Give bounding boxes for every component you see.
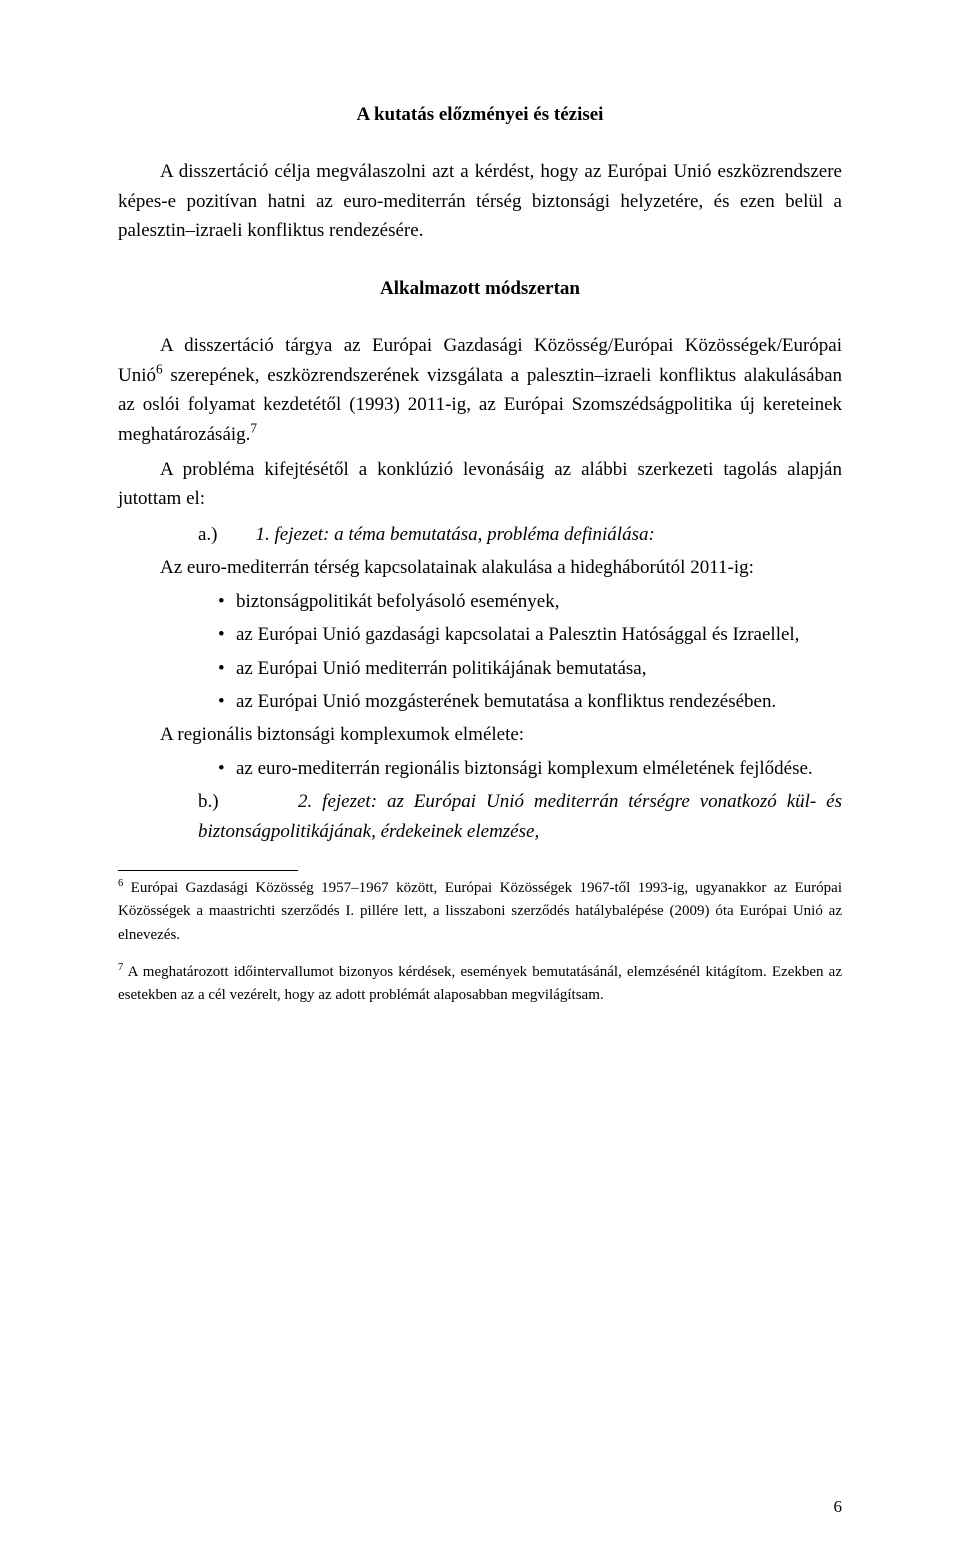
footnote-6: 6 Európai Gazdasági Közösség 1957–1967 k… [118,877,842,947]
footnote-7-text: A meghatározott időintervallumot bizonyo… [118,964,842,1003]
footnote-6-text: Európai Gazdasági Közösség 1957–1967 köz… [118,880,842,943]
paragraph-method-2: A probléma kifejtésétől a konklúzió levo… [118,455,842,514]
footnote-ref-7: 7 [250,420,257,435]
footnote-7: 7 A meghatározott időintervallumot bizon… [118,961,842,1008]
item-b-label: b.) [198,791,219,812]
paragraph-method-1: A disszertáció tárgya az Európai Gazdasá… [118,331,842,449]
page-number: 6 [834,1494,843,1520]
bullet-item: az Európai Unió gazdasági kapcsolatai a … [218,620,842,649]
item-a-label: a.) [198,524,218,545]
section-heading-1: A kutatás előzményei és tézisei [118,100,842,129]
paragraph-intro: A disszertáció célja megválaszolni azt a… [118,157,842,245]
text-run: szerepének, eszközrendszerének vizsgálat… [118,365,842,445]
item-a-title: 1. fejezet: a téma bemutatása, probléma … [256,524,655,545]
bullet-list-a2: az euro-mediterrán regionális biztonsági… [118,754,842,783]
item-a: a.) 1. fejezet: a téma bemutatása, probl… [118,520,842,549]
bullet-item: az euro-mediterrán regionális biztonsági… [218,754,842,783]
bullet-item: az Európai Unió mediterrán politikájának… [218,654,842,683]
bullet-item: biztonságpolitikát befolyásoló események… [218,587,842,616]
item-a-intro: Az euro-mediterrán térség kapcsolatainak… [118,553,842,582]
document-page: A kutatás előzményei és tézisei A dissze… [0,0,960,1554]
item-b: b.) 2. fejezet: az Európai Unió mediterr… [118,787,842,846]
item-b-title: 2. fejezet: az Európai Unió mediterrán t… [198,791,842,841]
footnote-ref-6: 6 [156,361,163,376]
section-heading-2: Alkalmazott módszertan [118,274,842,303]
bullet-item: az Európai Unió mozgásterének bemutatása… [218,687,842,716]
bullet-list-a1: biztonságpolitikát befolyásoló események… [118,587,842,717]
footnote-separator [118,870,298,871]
item-a-mid: A regionális biztonsági komplexumok elmé… [118,720,842,749]
